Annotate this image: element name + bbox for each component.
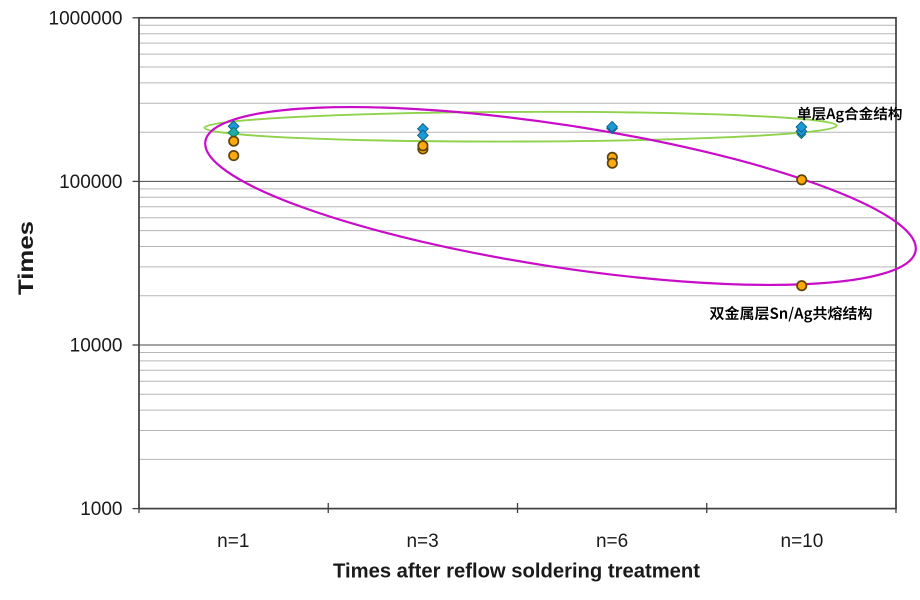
svg-text:1000000: 1000000 bbox=[49, 9, 123, 30]
svg-text:10000: 10000 bbox=[70, 336, 123, 357]
svg-text:Times after reflow soldering t: Times after reflow soldering treatment bbox=[333, 560, 700, 583]
svg-text:n=1: n=1 bbox=[217, 531, 249, 552]
svg-text:n=3: n=3 bbox=[406, 531, 438, 552]
svg-text:n=10: n=10 bbox=[781, 531, 824, 552]
svg-text:Times: Times bbox=[15, 221, 38, 295]
svg-text:1000: 1000 bbox=[80, 499, 122, 520]
svg-text:n=6: n=6 bbox=[596, 531, 628, 552]
svg-text:100000: 100000 bbox=[59, 172, 122, 193]
